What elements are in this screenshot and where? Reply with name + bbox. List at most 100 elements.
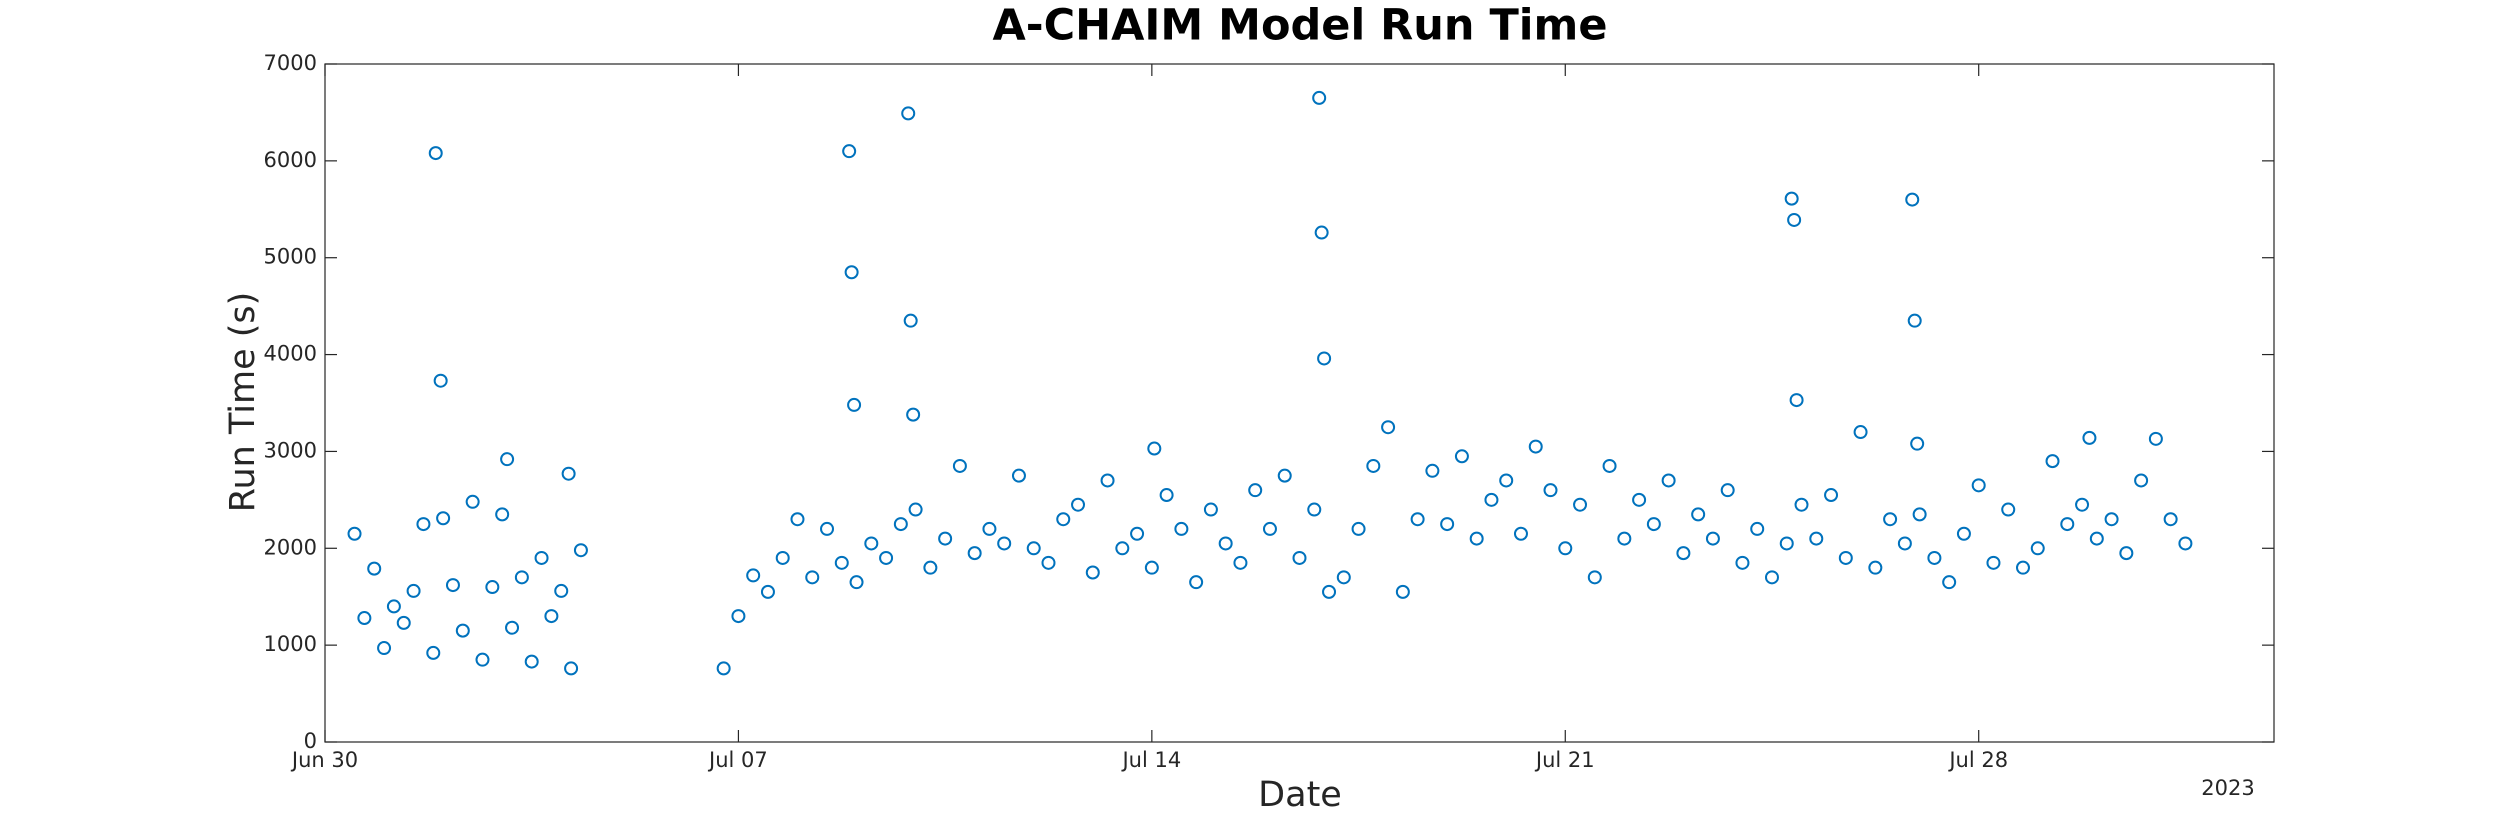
point (716, 661, 731, 676)
point (465, 494, 480, 509)
point (2104, 512, 2119, 527)
chart-title: A-CHAIM Model Run Time (992, 1, 1607, 51)
point (1720, 483, 1735, 498)
point (790, 512, 805, 527)
y-axis-label: Run Time (s) (223, 292, 263, 513)
point (1661, 473, 1676, 488)
point (844, 265, 859, 280)
y-tick-label: 7000 (264, 51, 317, 75)
point (906, 407, 921, 422)
point (357, 611, 372, 626)
point (775, 550, 790, 565)
point (1351, 521, 1366, 536)
y-tick-label: 1000 (264, 632, 317, 656)
point (923, 560, 938, 575)
point (573, 543, 588, 558)
point (1750, 521, 1765, 536)
point (1735, 555, 1750, 570)
point (901, 106, 916, 121)
point (1764, 570, 1779, 585)
point (1312, 90, 1327, 105)
y-tick-label: 4000 (264, 342, 317, 366)
point (1794, 497, 1809, 512)
point (1085, 565, 1100, 580)
point (1956, 526, 1971, 541)
point (561, 466, 576, 481)
x-tick-label: Jul 21 (1534, 748, 1595, 772)
point (1927, 550, 1942, 565)
point (2015, 560, 2030, 575)
point (436, 511, 451, 526)
point (475, 652, 490, 667)
point (1159, 488, 1174, 503)
point (1307, 502, 1322, 517)
point (1277, 468, 1292, 483)
point (1789, 393, 1804, 408)
point (1248, 483, 1263, 498)
point (1410, 512, 1425, 527)
point (1071, 497, 1086, 512)
point (1617, 531, 1632, 546)
point (524, 654, 539, 669)
point (1218, 536, 1233, 551)
point (2134, 473, 2149, 488)
point (1314, 225, 1329, 240)
point (1041, 555, 1056, 570)
point (1528, 439, 1543, 454)
axes-frame (324, 63, 2275, 743)
x-year-label: 2023 (2201, 776, 2254, 800)
point (1646, 517, 1661, 532)
point (1883, 512, 1898, 527)
point (495, 507, 510, 522)
x-tick-label: Jul 28 (1947, 748, 2008, 772)
point (1469, 531, 1484, 546)
point (1824, 488, 1839, 503)
point (1912, 507, 1927, 522)
point (2030, 541, 2045, 556)
point (1986, 555, 2001, 570)
point (1203, 502, 1218, 517)
point (1395, 584, 1410, 599)
x-axis-label: Date (1258, 775, 1342, 815)
point (1115, 541, 1130, 556)
point (1573, 497, 1588, 512)
point (1868, 560, 1883, 575)
point (1905, 192, 1920, 207)
point (1011, 468, 1026, 483)
point (2163, 512, 2178, 527)
point (938, 531, 953, 546)
point (1558, 541, 1573, 556)
point (1322, 584, 1337, 599)
point (1366, 458, 1381, 473)
point (820, 521, 835, 536)
point (1838, 550, 1853, 565)
point (505, 620, 520, 635)
point (1026, 541, 1041, 556)
point (2119, 546, 2134, 561)
point (377, 641, 392, 656)
point (455, 623, 470, 638)
point (1189, 575, 1204, 590)
point (1317, 351, 1332, 366)
point (1147, 441, 1162, 456)
point (445, 578, 460, 593)
point (1787, 212, 1802, 227)
point (1779, 536, 1794, 551)
point (554, 583, 569, 598)
y-tick-label: 0 (304, 729, 317, 753)
y-tick-label: 2000 (264, 535, 317, 559)
point (1942, 575, 1957, 590)
point (842, 144, 857, 159)
x-tick-label: Jul 14 (1120, 748, 1181, 772)
point (564, 661, 579, 676)
point (1784, 191, 1799, 206)
point (849, 575, 864, 590)
point (1440, 517, 1455, 532)
y-tick-label: 5000 (264, 245, 317, 269)
point (952, 458, 967, 473)
point (347, 526, 362, 541)
point (2178, 536, 2193, 551)
point (967, 546, 982, 561)
